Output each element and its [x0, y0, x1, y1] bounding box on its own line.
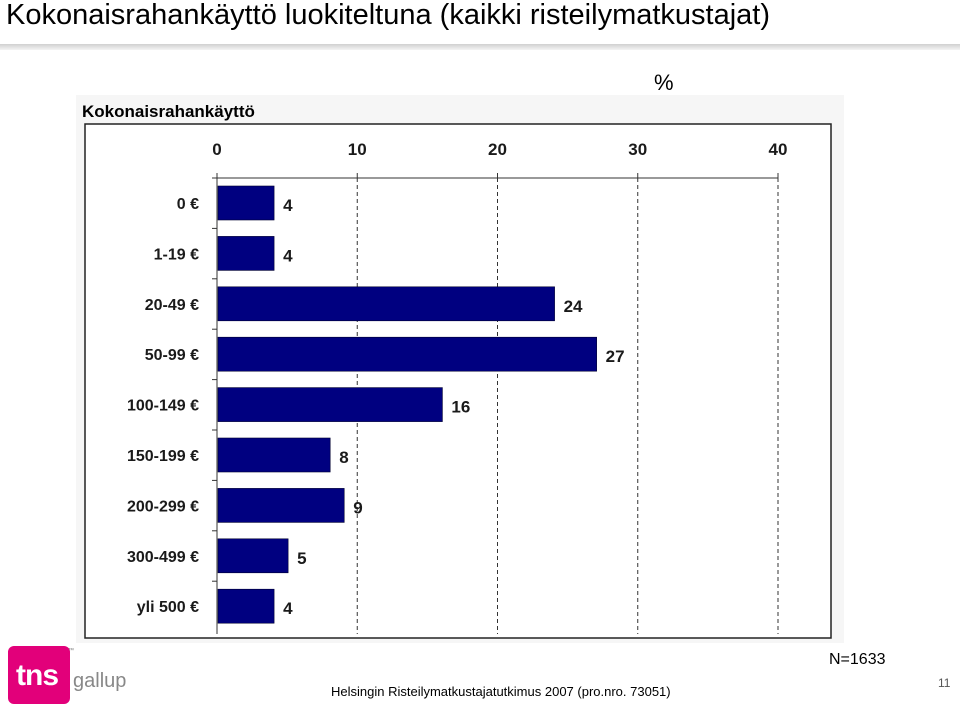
data-label: 8 [339, 448, 348, 467]
data-label: 4 [283, 246, 293, 265]
chart-title: Kokonaisrahankäyttö [82, 102, 255, 121]
sample-size-label: N=1633 [829, 651, 886, 668]
data-label: 5 [297, 549, 306, 568]
data-label: 16 [451, 398, 470, 417]
category-label: 1-19 € [154, 246, 199, 263]
bar [217, 185, 275, 221]
logo-trademark: ™ [68, 648, 74, 654]
data-label: 4 [283, 599, 293, 618]
x-tick-label: 0 [212, 140, 221, 159]
category-label: yli 500 € [137, 599, 199, 616]
bar [217, 588, 275, 624]
source-footnote: Helsingin Risteilymatkustajatutkimus 200… [331, 684, 671, 699]
x-tick-label: 10 [348, 140, 367, 159]
data-label: 27 [606, 347, 625, 366]
category-label: 100-149 € [127, 398, 199, 415]
x-tick-label: 40 [769, 140, 788, 159]
logo-name: gallup [73, 670, 127, 692]
bar [217, 236, 275, 271]
category-label: 200-299 € [127, 498, 199, 515]
category-label: 20-49 € [145, 297, 199, 314]
plot-area [84, 123, 832, 639]
logo-mark-text: tns [16, 659, 59, 692]
title-divider [0, 44, 960, 50]
bar [217, 437, 331, 473]
category-label: 300-499 € [127, 549, 199, 566]
category-label: 150-199 € [127, 448, 199, 465]
category-label: 50-99 € [145, 347, 199, 364]
unit-label: % [654, 70, 674, 95]
logo-mark: tns [8, 646, 70, 704]
data-label: 4 [283, 196, 293, 215]
data-label: 24 [564, 297, 583, 316]
tns-gallup-logo: tns ™ gallup [8, 646, 132, 706]
data-label: 9 [353, 498, 362, 517]
bar [217, 538, 289, 574]
x-tick-label: 20 [488, 140, 507, 159]
bar [217, 488, 345, 523]
bar [217, 336, 597, 372]
slide-title: Kokonaisrahankäyttö luokiteltuna (kaikki… [6, 0, 771, 31]
x-tick-label: 30 [628, 140, 647, 159]
bar [217, 387, 443, 422]
page-number: 11 [938, 676, 951, 690]
category-label: 0 € [177, 196, 199, 213]
bar [217, 286, 555, 322]
